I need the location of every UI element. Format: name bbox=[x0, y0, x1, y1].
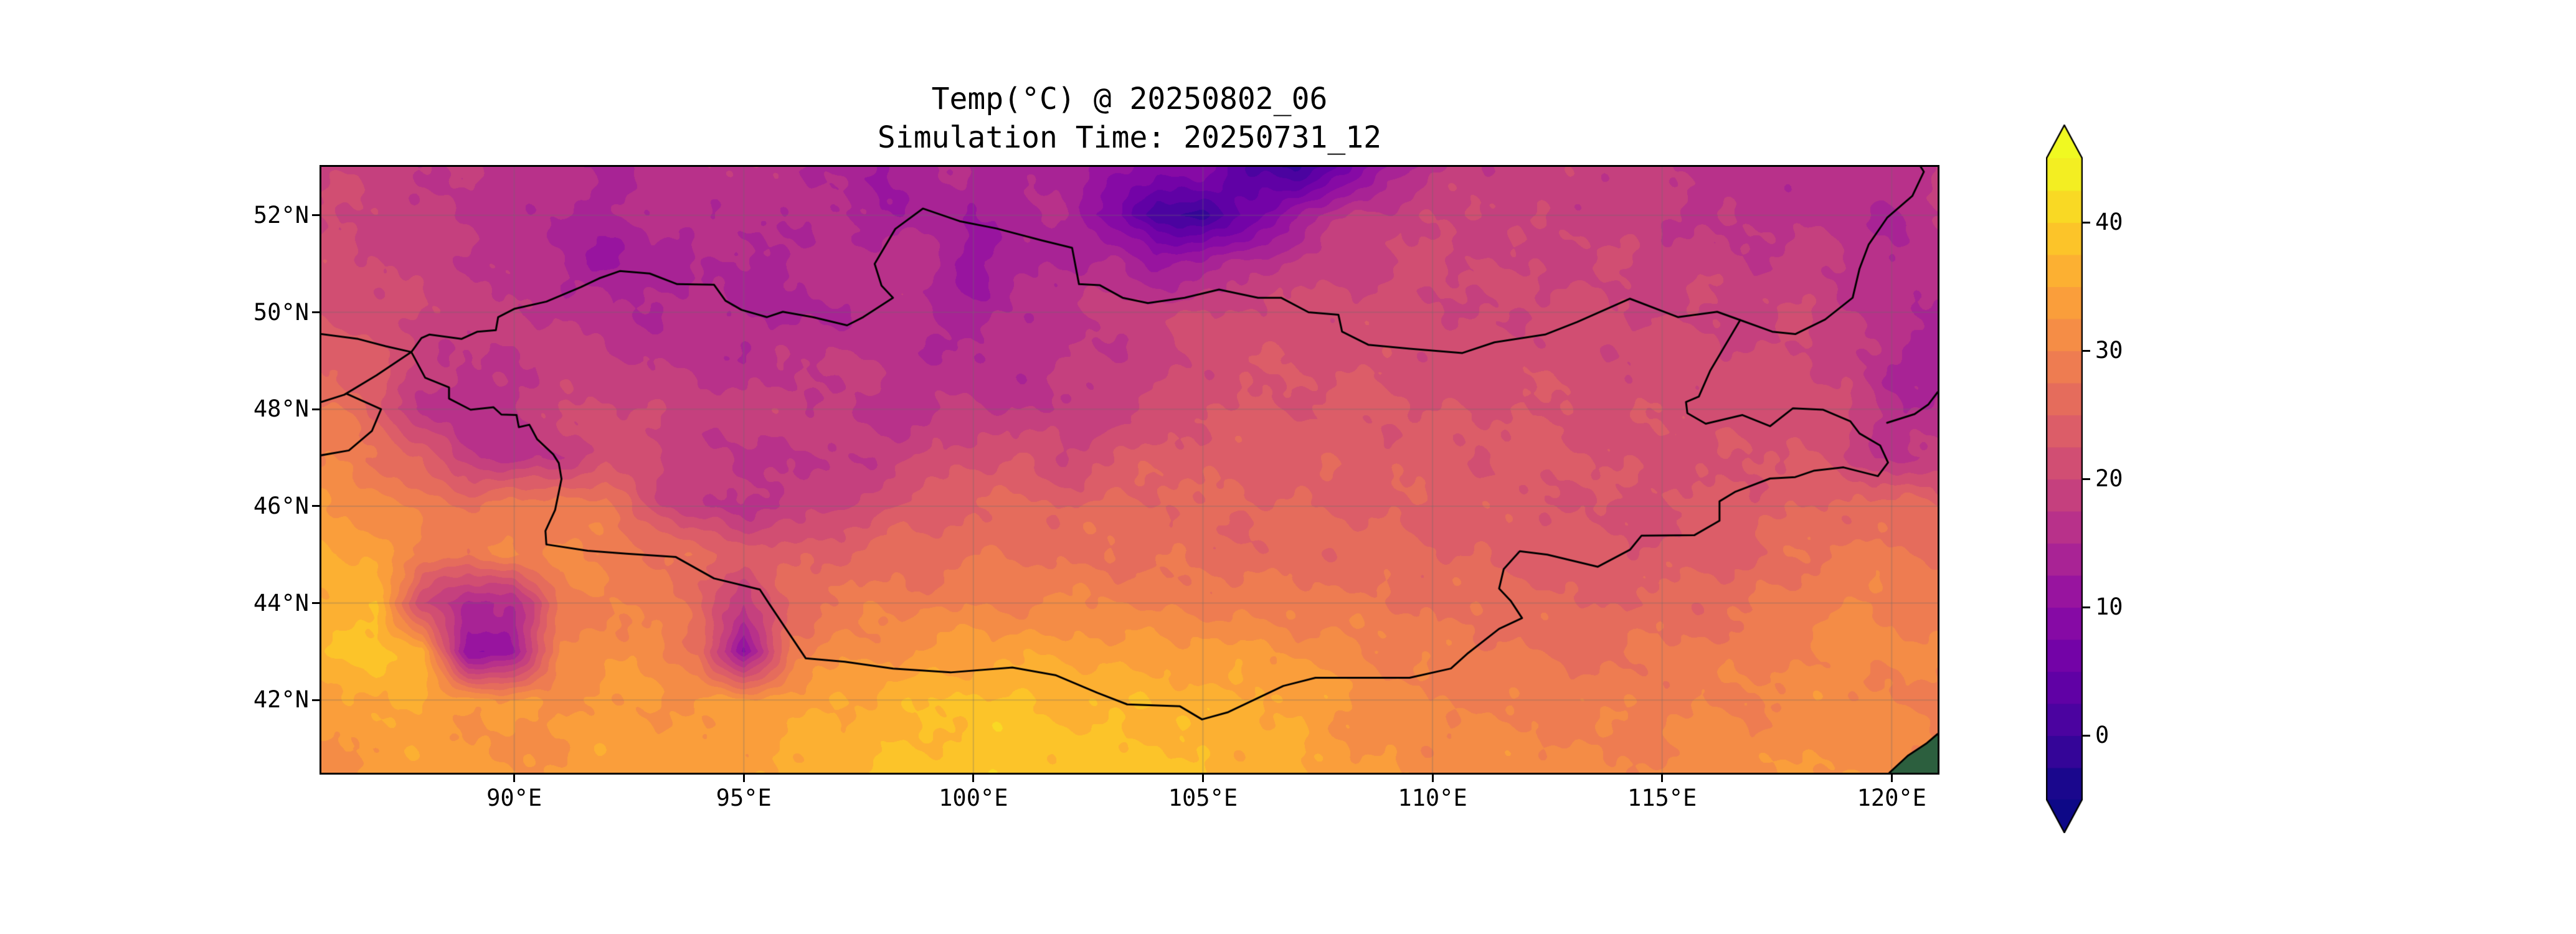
y-tick-mark bbox=[312, 505, 320, 507]
x-tick-label: 110°E bbox=[1398, 785, 1467, 811]
y-tick-mark bbox=[312, 408, 320, 410]
y-tick-label: 48°N bbox=[253, 395, 309, 423]
y-tick-mark bbox=[312, 214, 320, 217]
x-tick-label: 105°E bbox=[1168, 785, 1238, 811]
temperature-field-canvas bbox=[321, 167, 1938, 773]
plot-title: Temp(°C) @ 20250802_06 bbox=[931, 82, 1328, 116]
y-tick-mark bbox=[312, 602, 320, 605]
y-tick-label: 42°N bbox=[253, 686, 309, 714]
y-tick-mark bbox=[312, 311, 320, 314]
x-tick-label: 95°E bbox=[716, 785, 772, 811]
colorbar-tick-label: 30 bbox=[2095, 337, 2123, 364]
colorbar-tick-mark bbox=[2083, 349, 2090, 352]
y-tick-label: 50°N bbox=[253, 298, 309, 326]
plot-subtitle: Simulation Time: 20250731_12 bbox=[877, 120, 1382, 155]
x-tick-mark bbox=[1201, 775, 1204, 782]
x-tick-mark bbox=[1890, 775, 1893, 782]
colorbar-tick-mark bbox=[2083, 478, 2090, 480]
colorbar-tick-label: 40 bbox=[2095, 209, 2123, 235]
map-axes bbox=[320, 165, 1939, 775]
x-tick-label: 100°E bbox=[939, 785, 1008, 811]
x-tick-mark bbox=[513, 775, 516, 782]
colorbar-tick-mark bbox=[2083, 221, 2090, 224]
colorbar-tick-label: 10 bbox=[2095, 593, 2123, 620]
colorbar-tick-label: 0 bbox=[2095, 722, 2110, 748]
x-tick-mark bbox=[972, 775, 975, 782]
x-tick-mark bbox=[1661, 775, 1664, 782]
x-tick-mark bbox=[1431, 775, 1434, 782]
title-block: Temp(°C) @ 20250802_06 Simulation Time: … bbox=[320, 80, 1939, 157]
x-tick-label: 90°E bbox=[486, 785, 542, 811]
x-tick-mark bbox=[742, 775, 745, 782]
y-tick-label: 46°N bbox=[253, 492, 309, 519]
colorbar-tick-label: 20 bbox=[2095, 465, 2123, 492]
colorbar-canvas bbox=[2046, 125, 2083, 833]
y-tick-label: 44°N bbox=[253, 589, 309, 616]
y-tick-label: 52°N bbox=[253, 201, 309, 229]
colorbar-tick-mark bbox=[2083, 734, 2090, 737]
x-tick-label: 120°E bbox=[1857, 785, 1926, 811]
y-tick-mark bbox=[312, 699, 320, 701]
colorbar-tick-mark bbox=[2083, 606, 2090, 608]
x-tick-label: 115°E bbox=[1627, 785, 1697, 811]
